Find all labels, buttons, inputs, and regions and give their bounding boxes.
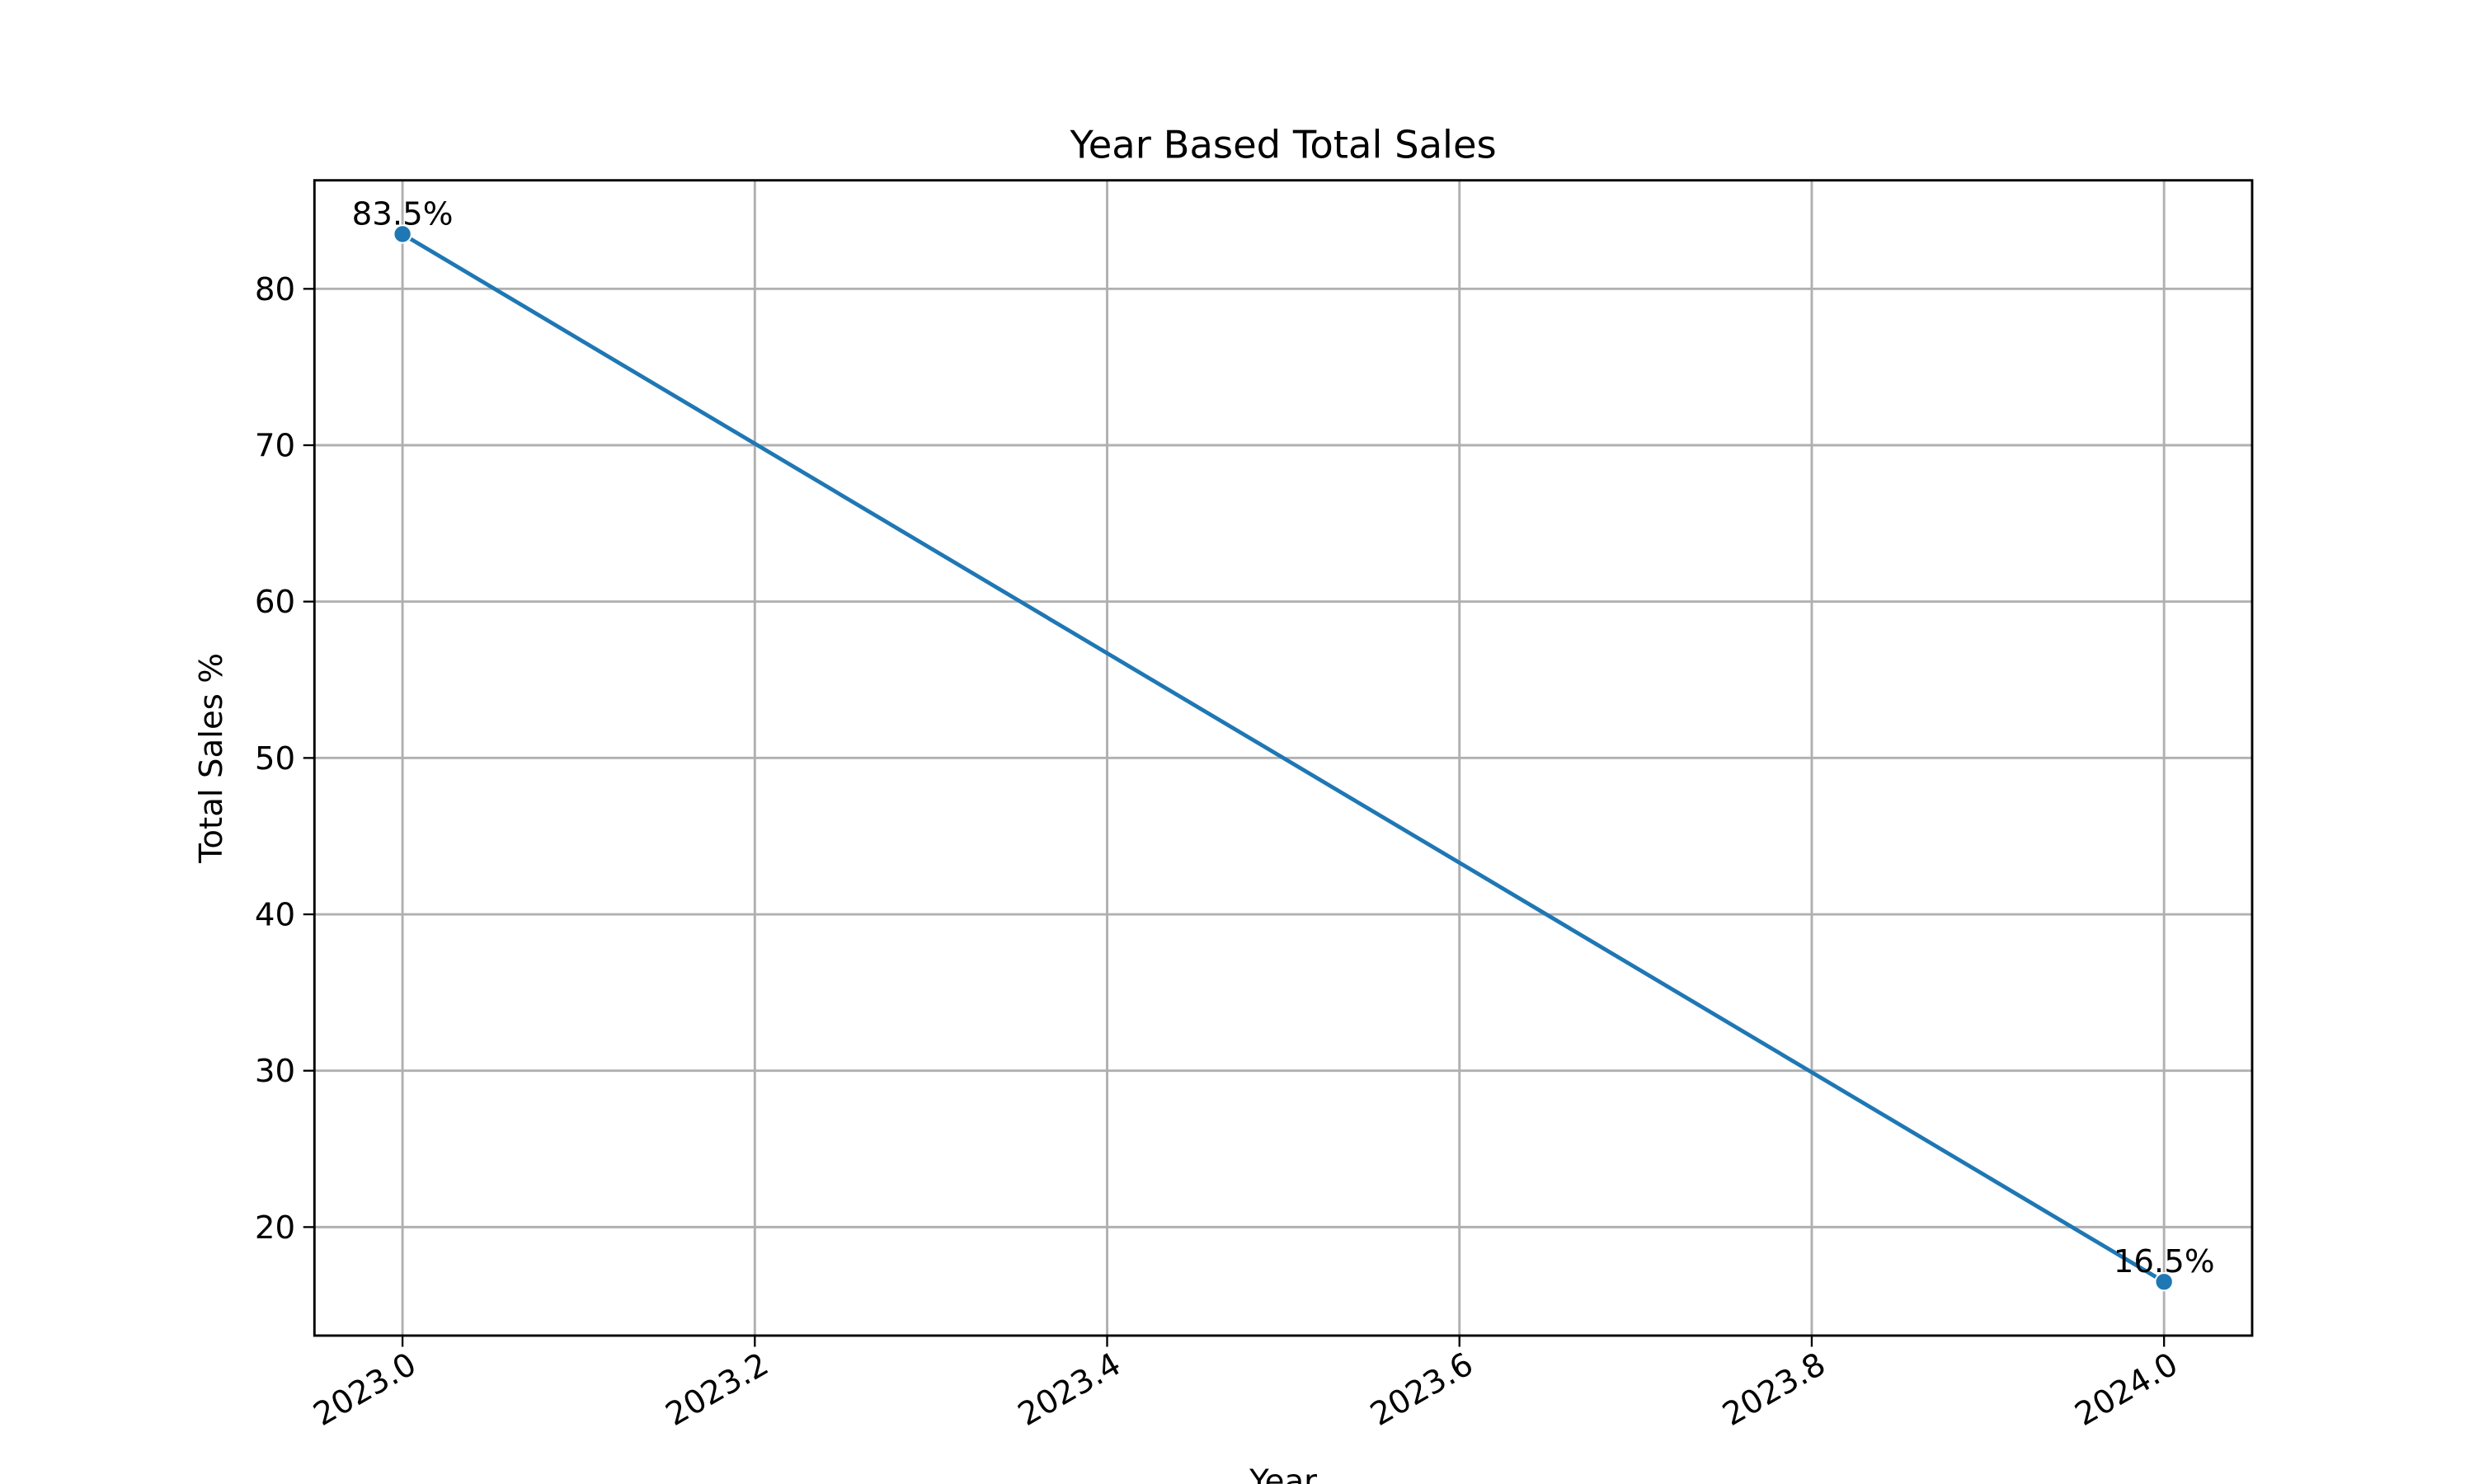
data-label: 83.5% [352,195,454,232]
y-tick-label: 30 [255,1053,295,1090]
data-point [2154,1272,2174,1292]
y-tick-label: 70 [255,428,295,465]
y-tick-label: 50 [255,740,295,777]
series-line [401,232,2166,1284]
y-axis-label: Total Sales % [193,653,230,864]
y-tick-label: 80 [255,271,295,308]
y-tick-label: 40 [255,897,295,934]
y-tick-label: 60 [255,584,295,621]
x-axis-label: Year [1249,1463,1317,1484]
data-label: 16.5% [2114,1243,2215,1280]
plot-frame [313,179,2254,1337]
y-tick-label: 20 [255,1209,295,1247]
chart-title: Year Based Total Sales [1070,123,1497,167]
data-point [393,224,412,244]
